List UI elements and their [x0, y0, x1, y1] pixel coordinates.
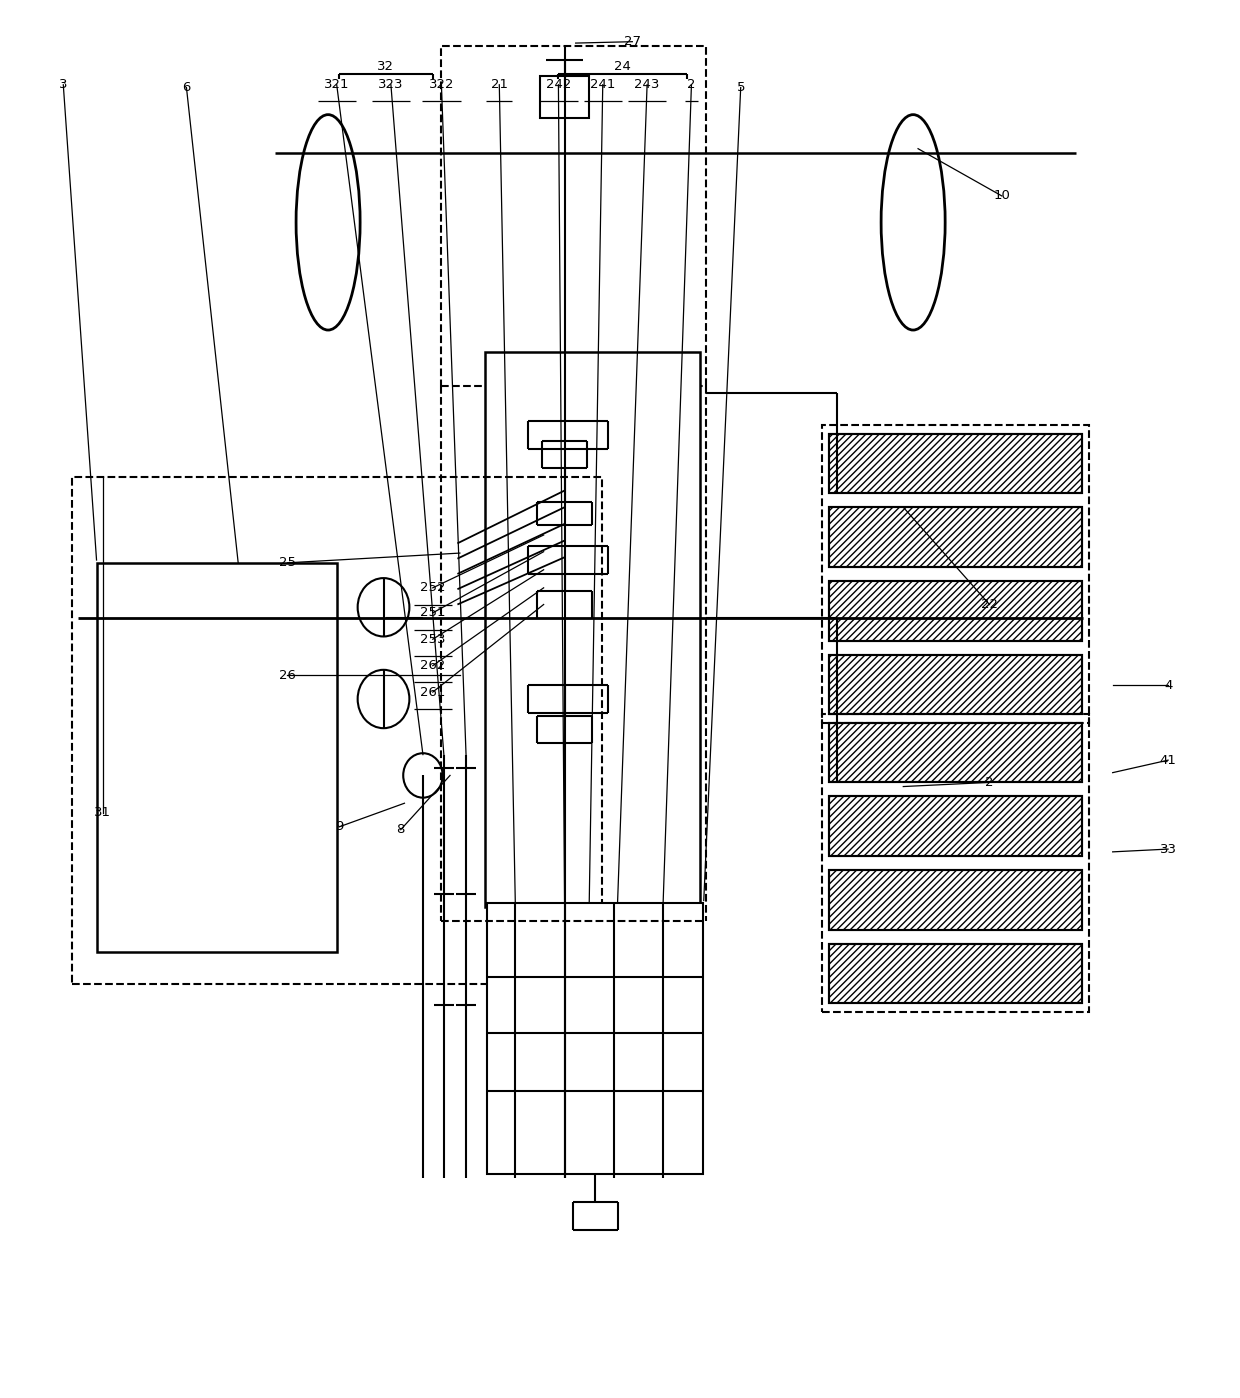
Text: 26: 26	[279, 668, 296, 682]
Text: 3: 3	[60, 78, 67, 91]
Bar	[830, 582, 1081, 640]
Bar	[830, 797, 1081, 856]
Ellipse shape	[296, 115, 360, 330]
Bar	[487, 903, 703, 1174]
Text: 6: 6	[182, 81, 191, 94]
Text: 9: 9	[335, 821, 343, 833]
Text: 31: 31	[94, 807, 112, 819]
Text: 33: 33	[1159, 843, 1177, 856]
Bar	[822, 425, 1089, 723]
Bar	[830, 944, 1081, 1004]
Text: 32: 32	[377, 60, 394, 73]
Text: 2: 2	[687, 78, 696, 91]
Text: 5: 5	[737, 81, 745, 94]
Text: 251: 251	[420, 607, 445, 619]
Text: 24: 24	[614, 60, 631, 73]
Bar	[830, 723, 1081, 783]
Bar	[441, 46, 707, 386]
Text: 41: 41	[1159, 754, 1177, 766]
Text: 242: 242	[546, 78, 572, 91]
Bar	[72, 477, 601, 984]
Text: 27: 27	[624, 35, 641, 48]
Text: 241: 241	[590, 78, 615, 91]
Text: 10: 10	[993, 190, 1011, 203]
Text: 322: 322	[429, 78, 454, 91]
Bar	[830, 870, 1081, 930]
Bar	[830, 870, 1081, 930]
Text: 21: 21	[491, 78, 508, 91]
Bar	[830, 582, 1081, 640]
Bar	[830, 797, 1081, 856]
Bar	[485, 351, 701, 907]
Bar	[822, 714, 1089, 1012]
Text: 22: 22	[981, 598, 998, 611]
Bar	[830, 433, 1081, 493]
Bar	[830, 433, 1081, 493]
Text: 2: 2	[986, 776, 993, 788]
Bar	[830, 723, 1081, 783]
Text: 261: 261	[420, 685, 445, 699]
Text: 262: 262	[420, 658, 445, 672]
Text: 321: 321	[324, 78, 350, 91]
Bar	[830, 507, 1081, 568]
Bar	[97, 563, 337, 952]
Ellipse shape	[882, 115, 945, 330]
Text: 4: 4	[1164, 678, 1172, 692]
Text: 252: 252	[420, 582, 445, 594]
Bar	[830, 654, 1081, 714]
Text: 8: 8	[397, 823, 405, 836]
Bar	[830, 654, 1081, 714]
Text: 323: 323	[378, 78, 404, 91]
Bar	[539, 77, 589, 117]
Bar	[830, 507, 1081, 568]
Text: 253: 253	[420, 633, 445, 646]
Bar	[830, 944, 1081, 1004]
Text: 243: 243	[635, 78, 660, 91]
Text: 25: 25	[279, 556, 296, 569]
